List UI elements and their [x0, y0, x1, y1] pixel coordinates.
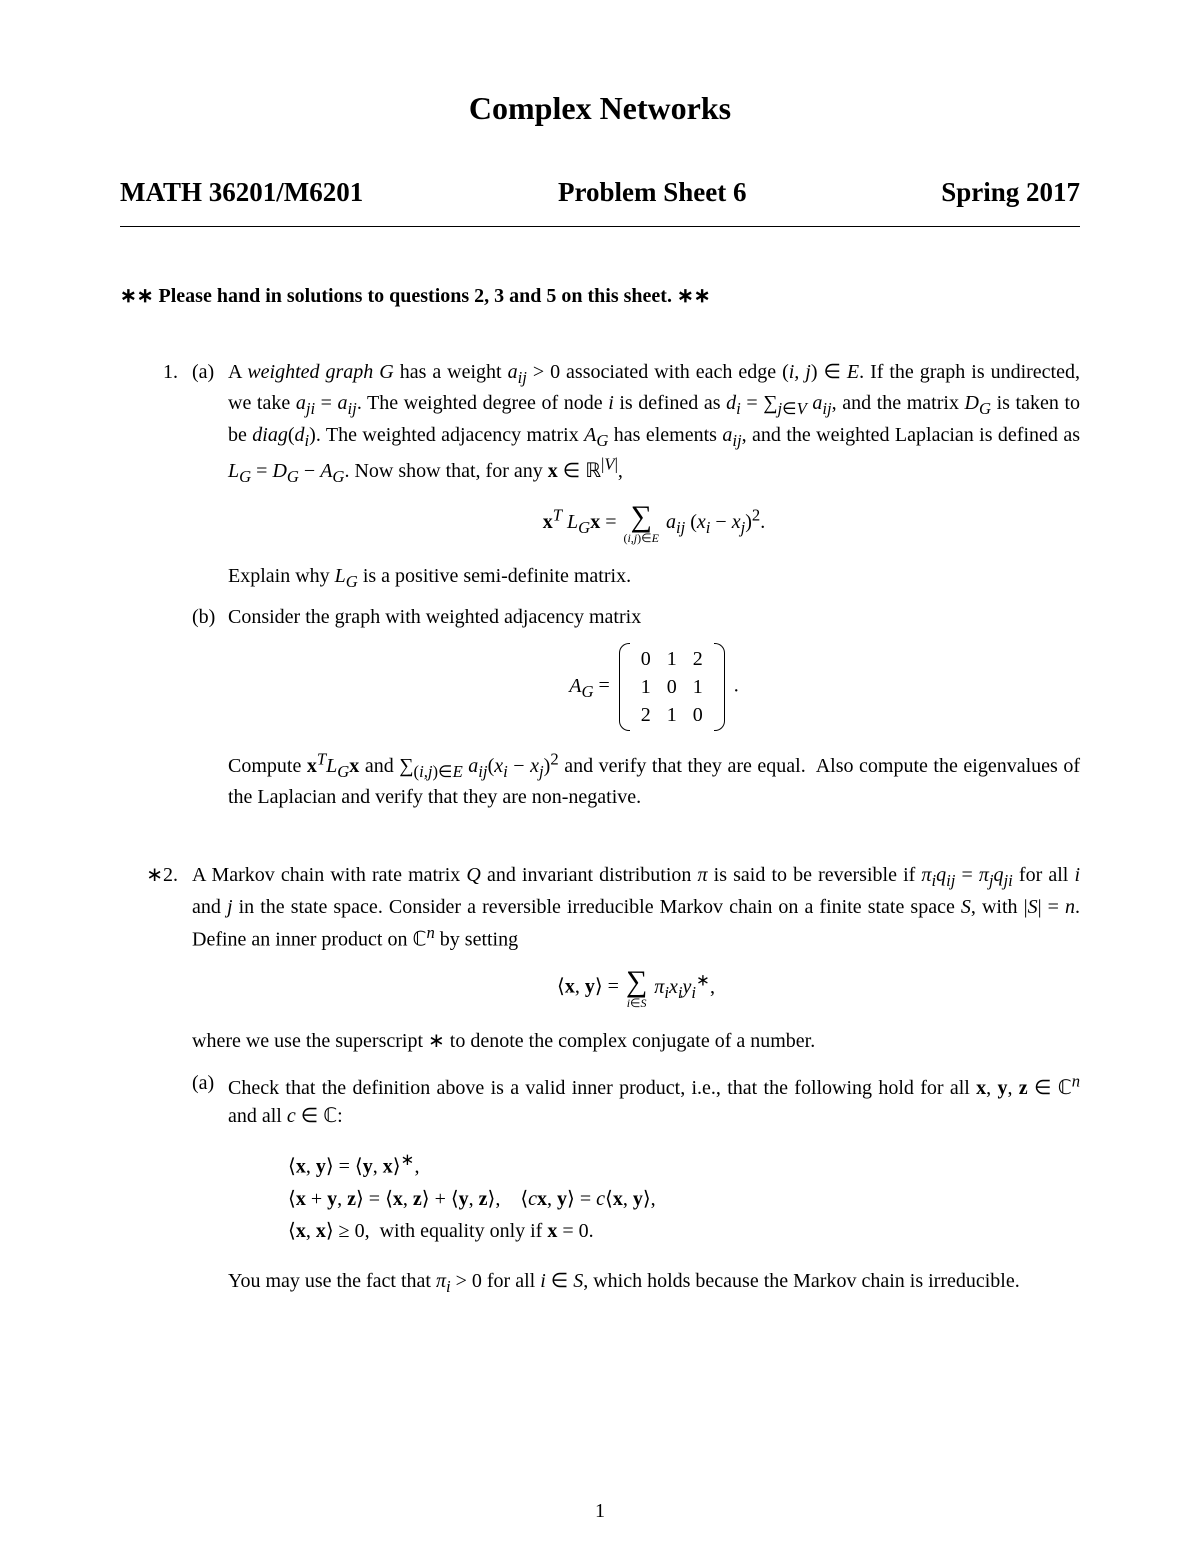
problem-2: ∗2. A Markov chain with rate matrix Q an…	[120, 861, 1080, 1308]
course-code: MATH 36201/M6201	[120, 177, 363, 208]
eq1-lim: (i,j)∈E	[623, 532, 658, 544]
eq1-lhs: xT LGx =	[543, 511, 617, 533]
problem-1b: (b) Consider the graph with weighted adj…	[192, 603, 1080, 811]
problem-body: A Markov chain with rate matrix Q and in…	[192, 861, 1080, 1308]
part-text: Consider the graph with weighted adjacen…	[228, 603, 1080, 811]
eq-line-2: ⟨x + y, z⟩ = ⟨x, z⟩ + ⟨y, z⟩, ⟨cx, y⟩ = …	[288, 1185, 656, 1213]
eq1-rhs: aij (xi − xj)2.	[666, 511, 765, 533]
sheet-label: Problem Sheet 6	[558, 177, 746, 208]
eq3-rhs: πixiyi∗,	[654, 976, 715, 998]
p2a-post: You may use the fact that πi > 0 for all…	[228, 1270, 1020, 1292]
eq3-lhs: ⟨x, y⟩ =	[557, 976, 624, 998]
eq3-lim: i∈S	[626, 997, 647, 1009]
page-number: 1	[0, 1500, 1200, 1523]
p1b-text: Consider the graph with weighted adjacen…	[228, 606, 641, 628]
problem-number: 1.	[120, 358, 192, 821]
problem-number: ∗2.	[120, 861, 192, 1308]
document-title: Complex Networks	[120, 90, 1080, 127]
part-text: A weighted graph G has a weight aij > 0 …	[228, 358, 1080, 593]
problems-container: 1. (a) A weighted graph G has a weight a…	[120, 358, 1080, 1308]
page: Complex Networks MATH 36201/M6201 Proble…	[0, 0, 1200, 1553]
p1b-post: Compute xTLGx and ∑(i,j)∈E aij(xi − xj)2…	[228, 755, 1080, 808]
part-label: (a)	[192, 1069, 228, 1298]
equation-block: ⟨x, y⟩ = ⟨y, x⟩∗, ⟨x + y, z⟩ = ⟨x, z⟩ + …	[228, 1144, 1080, 1249]
problem-body: (a) A weighted graph G has a weight aij …	[192, 358, 1080, 821]
instruction-bold: ∗∗ Please hand in solutions to questions…	[120, 285, 710, 307]
p2-after-eq: where we use the superscript ∗ to denote…	[192, 1027, 1080, 1055]
equation-1: xT LGx = ∑ (i,j)∈E aij (xi − xj)2.	[228, 502, 1080, 544]
eq-line-3: ⟨x, x⟩ ≥ 0, with equality only if x = 0.	[288, 1217, 656, 1245]
problem-2a: (a) Check that the definition above is a…	[192, 1069, 1080, 1298]
part-text: Check that the definition above is a val…	[228, 1069, 1080, 1298]
equation-2: AG = 012101210 .	[228, 645, 1080, 729]
sub-header: MATH 36201/M6201 Problem Sheet 6 Spring …	[120, 177, 1080, 208]
problem-1: 1. (a) A weighted graph G has a weight a…	[120, 358, 1080, 821]
divider	[120, 226, 1080, 227]
eq-lines: ⟨x, y⟩ = ⟨y, x⟩∗, ⟨x + y, z⟩ = ⟨x, z⟩ + …	[228, 1144, 656, 1249]
sum-symbol: ∑ i∈S	[626, 967, 647, 1009]
problem-1a: (a) A weighted graph G has a weight aij …	[192, 358, 1080, 593]
sum-symbol: ∑ (i,j)∈E	[623, 502, 658, 544]
eq2-tail: .	[734, 675, 739, 697]
p1a-text: A weighted graph G has a weight aij > 0 …	[228, 361, 1080, 482]
adjacency-matrix: 012101210	[619, 645, 725, 729]
p2a-text: Check that the definition above is a val…	[228, 1077, 1080, 1127]
eq2-lhs: AG =	[569, 675, 615, 697]
eq-line-1: ⟨x, y⟩ = ⟨y, x⟩∗,	[288, 1148, 656, 1181]
equation-3: ⟨x, y⟩ = ∑ i∈S πixiyi∗,	[192, 967, 1080, 1009]
p1a-post: Explain why LG is a positive semi-defini…	[228, 565, 631, 587]
part-label: (b)	[192, 603, 228, 811]
p2-intro: A Markov chain with rate matrix Q and in…	[192, 861, 1080, 953]
instruction-text: ∗∗ Please hand in solutions to questions…	[120, 283, 1080, 308]
term-label: Spring 2017	[941, 177, 1080, 208]
part-label: (a)	[192, 358, 228, 593]
